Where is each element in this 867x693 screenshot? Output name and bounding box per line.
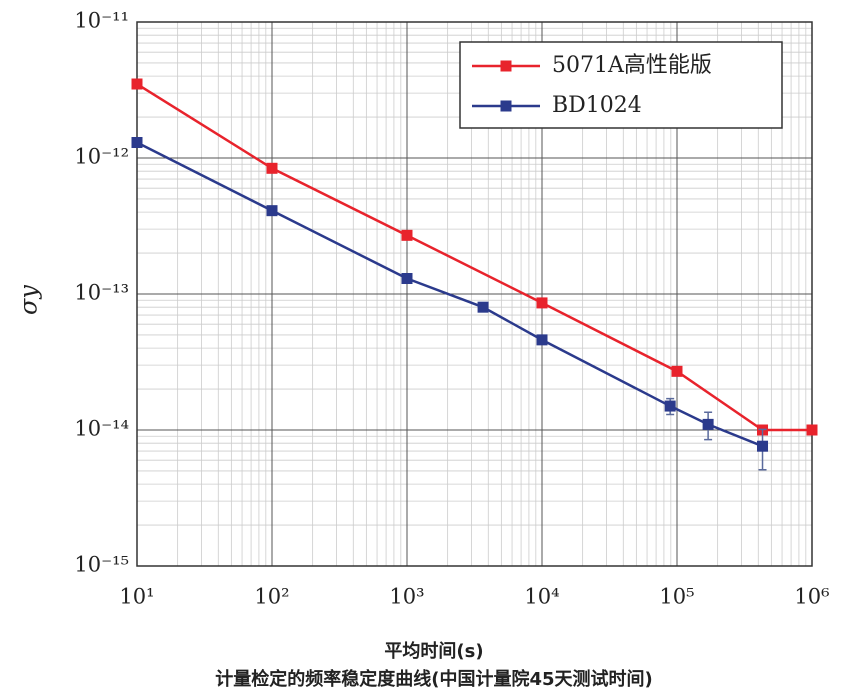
y-tick-label: 10⁻¹¹	[74, 9, 129, 33]
marker	[806, 424, 818, 436]
marker	[757, 440, 769, 452]
legend-box	[459, 41, 783, 129]
caption: 计量检定的频率稳定度曲线(中国计量院45天测试时间)	[215, 668, 653, 690]
legend-marker	[500, 60, 512, 72]
marker	[702, 418, 714, 430]
marker	[131, 137, 143, 149]
legend-label: 5071A高性能版	[552, 53, 712, 78]
marker	[401, 229, 413, 241]
y-tick-label: 10⁻¹⁵	[74, 553, 129, 577]
series-line	[136, 82, 812, 432]
x-tick-label: 10²	[254, 585, 289, 609]
marker	[266, 205, 278, 217]
y-tick-label: 10⁻¹²	[74, 145, 129, 169]
legend: 5071A高性能版 BD1024	[459, 41, 783, 129]
marker	[536, 297, 548, 309]
plot-frame	[136, 21, 813, 567]
x-tick-label: 10⁴	[524, 585, 559, 609]
marker	[131, 78, 143, 90]
y-tick-label: 10⁻¹⁴	[74, 417, 129, 441]
x-tick-label: 10³	[389, 585, 424, 609]
x-axis-label: 平均时间(s)	[384, 640, 483, 662]
legend-marker	[500, 100, 512, 112]
x-tick-label: 10¹	[119, 585, 154, 609]
legend-label: BD1024	[552, 93, 642, 118]
series-line	[136, 141, 763, 448]
y-tick-label: 10⁻¹³	[74, 281, 129, 305]
marker	[536, 334, 548, 346]
x-tick-label: 10⁶	[794, 585, 829, 609]
marker	[477, 301, 489, 313]
marker	[664, 400, 676, 412]
x-tick-label: 10⁵	[659, 585, 694, 609]
y-axis-label: σy	[15, 285, 43, 315]
marker	[266, 162, 278, 174]
marker	[671, 365, 683, 377]
marker	[401, 273, 413, 285]
